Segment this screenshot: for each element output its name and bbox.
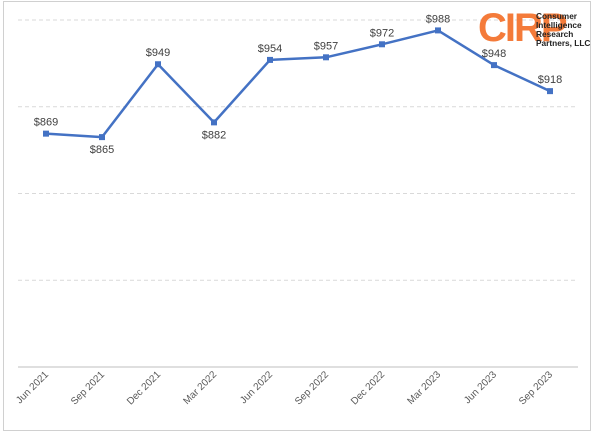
- x-tick-label: Dec 2022: [349, 369, 387, 407]
- x-tick-label: Mar 2023: [405, 369, 443, 407]
- logo-line: Consumer: [536, 11, 578, 21]
- x-tick-labels: Jun 2021 Sep 2021 Dec 2021 Mar 2022 Jun 2022…: [14, 369, 555, 407]
- data-point: [211, 119, 217, 126]
- line-chart: $869 $865 $949 $882 $954 $957 $972 $988 $948 $918…: [14, 13, 578, 407]
- data-label: $988: [426, 13, 450, 25]
- data-point: [547, 88, 553, 95]
- gridlines: [18, 19, 578, 281]
- data-point: [435, 27, 441, 34]
- data-label: $949: [146, 47, 170, 59]
- data-label: $869: [34, 117, 58, 129]
- x-tick-label: Jun 2022: [238, 369, 275, 406]
- data-point: [99, 134, 105, 141]
- data-label: $918: [538, 74, 562, 86]
- data-point: [267, 56, 273, 63]
- data-label: $957: [314, 40, 338, 52]
- logo-line: Research: [536, 29, 574, 39]
- data-label: $972: [370, 27, 394, 39]
- series-line-group: [43, 27, 553, 141]
- x-tick-label: Jun 2023: [462, 369, 499, 406]
- data-label: $948: [482, 48, 506, 60]
- x-tick-label: Mar 2022: [181, 369, 219, 407]
- logo-line: Partners, LLC: [536, 38, 591, 48]
- series-line: [45, 29, 551, 139]
- data-label: $865: [90, 144, 114, 156]
- x-tick-label: Sep 2022: [293, 369, 331, 407]
- logo-line: Intelligence: [536, 20, 582, 30]
- data-point: [155, 61, 161, 68]
- x-tick-label: Dec 2021: [125, 369, 163, 407]
- data-point: [379, 41, 385, 48]
- logo-mark: CIRP: [478, 6, 568, 50]
- data-point: [323, 54, 329, 61]
- data-labels: $869 $865 $949 $882 $954 $957 $972 $988 $948 $918: [34, 13, 562, 156]
- cirp-logo: CIRP Consumer Intelligence Research Part…: [478, 8, 592, 52]
- data-label: $954: [258, 43, 282, 55]
- data-point: [491, 62, 497, 69]
- logo-company-name: Consumer Intelligence Research Partners,…: [536, 12, 594, 48]
- x-tick-label: Jun 2021: [14, 369, 51, 406]
- data-point: [43, 130, 49, 137]
- x-tick-label: Sep 2021: [69, 369, 107, 407]
- data-label: $882: [202, 129, 226, 141]
- x-tick-label: Sep 2023: [517, 369, 555, 407]
- chart-frame: $869 $865 $949 $882 $954 $957 $972 $988 $948 $918…: [3, 1, 591, 431]
